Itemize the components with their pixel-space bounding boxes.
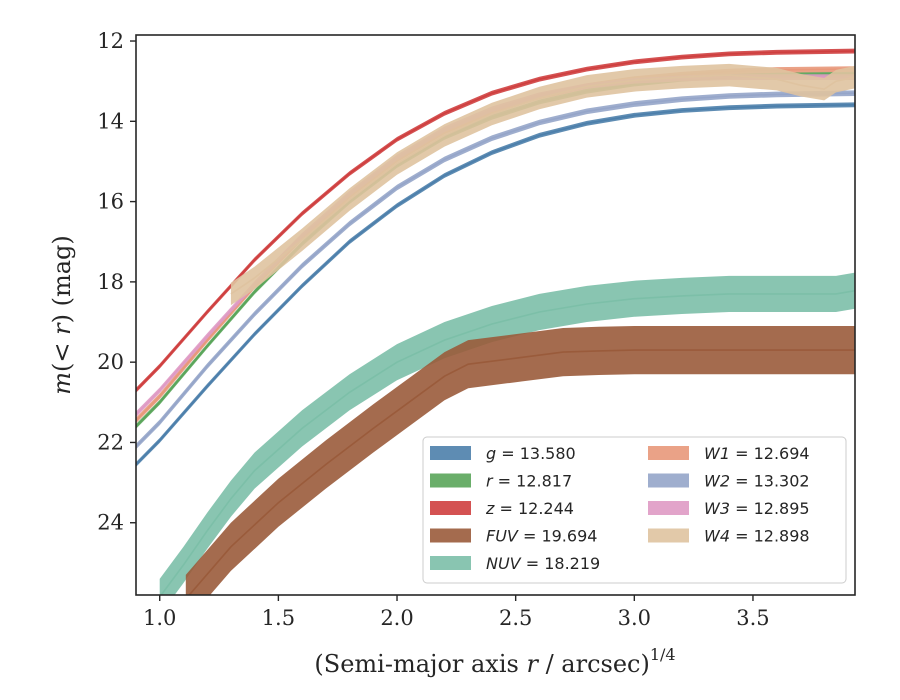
legend-label-w1: W1 = 12.694: [704, 444, 810, 463]
x-axis-label: (Semi-major axis r / arcsec)1/4: [314, 645, 675, 678]
legend-swatch-w1: [648, 446, 689, 460]
legend-label-r: r = 12.817: [486, 472, 572, 491]
x-tick-label: 3.5: [736, 606, 769, 630]
series-line-nuv: [160, 289, 855, 595]
legend-label-w2: W2 = 13.302: [704, 472, 810, 491]
legend-label-g: g = 13.580: [486, 444, 576, 463]
legend-swatch-w3: [648, 501, 689, 515]
y-tick-label: 16: [97, 190, 124, 214]
series-band-fuv: [185, 326, 855, 595]
legend: g = 13.580 r = 12.817 z = 12.244 FUV = 19.6…: [422, 436, 847, 584]
legend-swatch-w4: [648, 528, 689, 543]
y-tick-label: 14: [97, 109, 124, 133]
y-tick-label: 20: [97, 350, 124, 374]
legend-label-fuv: FUV = 19.694: [486, 527, 597, 546]
y-axis-label: m(< r) (mag): [48, 235, 76, 395]
legend-swatch-g: [430, 446, 471, 460]
legend-label-w3: W3 = 12.895: [704, 499, 810, 518]
x-tick-label: 3.0: [618, 606, 651, 630]
series-line-w2: [136, 92, 855, 448]
y-tick-label: 24: [97, 511, 124, 535]
y-tick-label: 18: [97, 270, 124, 294]
legend-label-nuv: NUV = 18.219: [486, 554, 600, 573]
legend-label-w4: W4 = 12.898: [704, 527, 810, 546]
x-tick-label: 1.5: [262, 606, 295, 630]
ticks-layer: 1.0 1.5 2.0 2.5 3.0 3.5 12 14 16 18 20 22 24: [97, 29, 769, 630]
plot-frame: [135, 34, 856, 596]
legend-frame: [422, 436, 847, 584]
series-line-fuv: [188, 349, 855, 595]
legend-swatch-nuv: [430, 556, 471, 570]
x-tick-label: 1.0: [143, 606, 176, 630]
legend-swatch-w2: [648, 473, 689, 488]
legend-swatch-fuv: [430, 528, 471, 543]
x-tick-label: 2.0: [380, 606, 413, 630]
legend-label-z: z = 12.244: [485, 499, 574, 518]
x-tick-label: 2.5: [499, 606, 532, 630]
y-tick-label: 22: [97, 430, 124, 454]
series-layer: [136, 48, 855, 595]
series-line-g: [136, 104, 855, 466]
series-line-w4: [230, 74, 855, 295]
series-band-w4: [230, 63, 855, 306]
y-tick-label: 12: [97, 29, 124, 53]
legend-swatch-z: [430, 501, 471, 515]
legend-swatch-r: [430, 473, 471, 488]
